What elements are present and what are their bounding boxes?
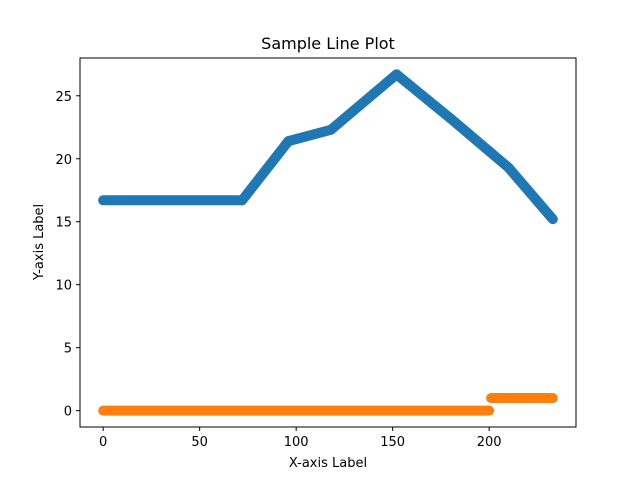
x-axis-label: X-axis Label [289, 456, 367, 471]
series-1-segment-6 [445, 113, 514, 173]
series-1-segment-3 [283, 124, 336, 147]
x-tick-label: 0 [99, 435, 107, 450]
series-1 [98, 69, 558, 225]
series-1-segment-2 [237, 136, 294, 206]
y-tick-label: 5 [64, 342, 72, 357]
plot-marks [98, 69, 558, 416]
y-tick-label: 20 [55, 153, 72, 168]
y-tick-label: 15 [55, 216, 72, 231]
y-axis-ticks: 0 5 10 15 20 25 [55, 90, 80, 420]
x-axis-ticks: 0 50 100 150 200 [99, 427, 502, 450]
x-tick-label: 100 [284, 435, 309, 450]
series-1-segment-4 [325, 69, 402, 135]
y-tick-label: 10 [55, 279, 72, 294]
x-tick-label: 200 [477, 435, 502, 450]
series-1-segment-7 [503, 162, 558, 225]
chart-title: Sample Line Plot [261, 34, 395, 53]
y-axis-label: Y-axis Label [32, 204, 47, 281]
x-tick-label: 150 [380, 435, 405, 450]
series-2 [98, 393, 558, 416]
series-1-segment-5 [391, 69, 456, 124]
y-tick-label: 0 [64, 405, 72, 420]
plot-area-frame [79, 57, 577, 428]
x-tick-label: 50 [191, 435, 208, 450]
y-tick-label: 25 [55, 90, 72, 105]
